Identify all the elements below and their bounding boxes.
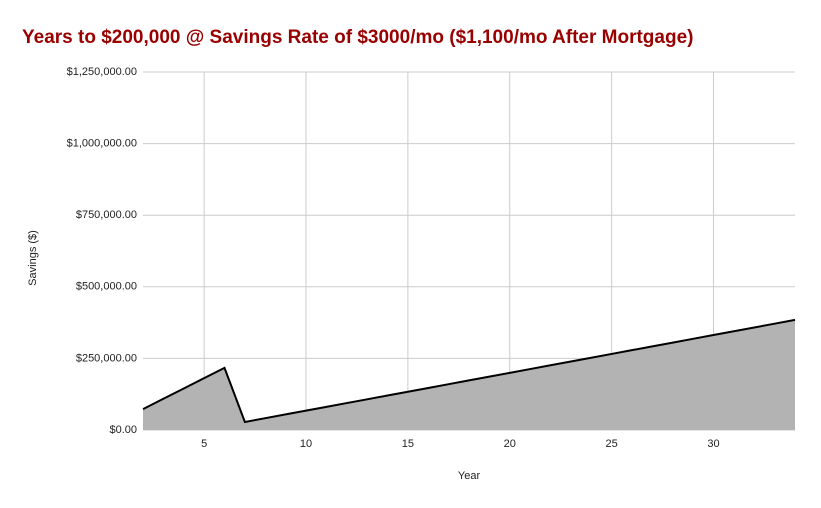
y-tick-label: $1,000,000.00 bbox=[67, 138, 137, 150]
chart-title: Years to $200,000 @ Savings Rate of $300… bbox=[22, 27, 694, 48]
y-tick-label: $1,250,000.00 bbox=[67, 66, 137, 78]
line bbox=[142, 318, 796, 424]
y-tick-label: $0.00 bbox=[109, 424, 137, 436]
area bbox=[143, 319, 795, 430]
y-tick-label: $500,000.00 bbox=[76, 281, 137, 293]
y-axis-label: Savings ($) bbox=[27, 230, 39, 286]
x-tick-label: 15 bbox=[402, 438, 414, 450]
x-tick-label: 30 bbox=[707, 438, 719, 450]
x-tick-label: 5 bbox=[201, 438, 207, 450]
y-tick-label: $750,000.00 bbox=[76, 209, 137, 221]
x-axis-label: Year bbox=[458, 470, 481, 482]
x-tick-label: 10 bbox=[300, 438, 312, 450]
y-tick-label: $250,000.00 bbox=[76, 352, 137, 364]
x-tick-label: 20 bbox=[504, 438, 516, 450]
x-tick-label: 25 bbox=[606, 438, 618, 450]
